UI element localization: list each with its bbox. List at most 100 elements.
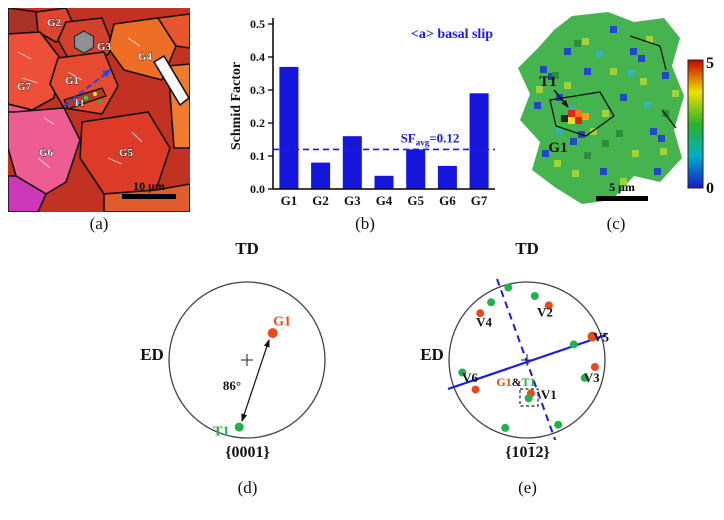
bar-G7	[469, 93, 489, 189]
grain-label-g7: G7	[17, 81, 32, 93]
ed-axis-label: ED	[140, 345, 164, 364]
caption-d: (d)	[237, 478, 258, 497]
grain-regions	[8, 8, 190, 212]
bar-G5	[406, 149, 426, 189]
x-tick-label: G4	[376, 193, 393, 208]
bar-G3	[342, 136, 362, 189]
x-tick-label: G7	[471, 193, 488, 208]
td-axis-label: TD	[515, 240, 539, 258]
pole-point-label: V3	[584, 370, 600, 385]
slip-trace-arrow	[63, 68, 112, 107]
caption-b: (b)	[355, 214, 375, 233]
pole-circle	[168, 281, 326, 439]
pole-point-label: V5	[593, 329, 609, 344]
top-green	[504, 283, 513, 292]
avg-label: SFavg=0.12	[401, 130, 460, 147]
kam-grain-boundaries	[549, 35, 677, 137]
hexagon-marker-icon	[73, 30, 95, 54]
v5-green	[569, 340, 578, 349]
pole-point-label: T1	[213, 425, 229, 440]
schmid-factor-chart: Schmid Factor 0.0 0.1 0.2 0.3 0.4 0.5 G1 G2 G3 G4…	[229, 17, 495, 208]
td-axis-label: TD	[235, 240, 259, 258]
x-tick-label: G6	[439, 193, 456, 208]
scale-bar-c: 5 μm	[596, 180, 648, 201]
kam-blob	[518, 12, 684, 204]
colorbar	[687, 59, 704, 189]
pole-figure-10-12: TD ED G1&T1 V4 V2 V5 V6 V3 V1	[420, 240, 610, 440]
pair-label-g1-t1: G1&T1	[496, 375, 535, 389]
y-tick-label: 0.0	[250, 182, 265, 196]
v1-highlight-box	[519, 388, 539, 407]
x-tick-label: G1	[281, 193, 298, 208]
angle-annotation: 86°	[223, 378, 241, 393]
v4-green	[487, 298, 496, 307]
v6-green	[458, 368, 467, 377]
grain-label-g1: G1	[65, 75, 79, 87]
kam-map-panel-c: T1 G1 5 μm 5 0	[518, 12, 714, 204]
center-cross-icon	[241, 354, 253, 366]
grain-topleft-region	[8, 8, 41, 35]
pole-caption-e: {1012}	[505, 444, 550, 461]
pole-point-label: V2	[537, 304, 553, 319]
bottom-right-green	[554, 420, 563, 429]
ebsd-map-panel-a: G2 G3 G4 G7 G1 T1 G6 G5 10 μm	[8, 8, 190, 212]
kam-pixels	[534, 26, 679, 185]
pole-point-T1	[234, 422, 244, 432]
pole-figure-0001: TD ED 86° G1 T1	[140, 240, 326, 440]
v5-orange	[587, 331, 598, 342]
misorientation-arrow	[241, 339, 270, 422]
pole-point-label: V1	[541, 387, 557, 402]
y-tick-label: 0.5	[250, 17, 265, 31]
kam-label-g1: G1	[548, 140, 567, 156]
v1-green	[524, 394, 533, 403]
ed-axis-label: ED	[420, 345, 444, 364]
bottom-left-green	[501, 423, 510, 432]
grain-label-g6: G6	[39, 147, 54, 159]
scale-bar-c-line	[596, 196, 648, 201]
y-tick-label: 0.1	[250, 149, 265, 163]
t1-pointer-arrow	[553, 89, 569, 108]
v2-orange	[544, 301, 553, 310]
grain-label-g2: G2	[47, 17, 62, 29]
scale-bar-a: 10 μm	[122, 179, 176, 199]
y-tick-label: 0.2	[250, 116, 265, 130]
grain-label-g5: G5	[119, 147, 134, 159]
bar-G6	[437, 165, 457, 189]
y-axis-title: Schmid Factor	[229, 62, 244, 150]
v6-orange	[471, 385, 480, 394]
v2-green	[530, 292, 539, 300]
twin-label-t1: T1	[74, 98, 85, 108]
caption-e: (e)	[518, 478, 537, 497]
pole-caption-d: {0001}	[225, 444, 270, 461]
scale-bar-c-text: 5 μm	[609, 180, 635, 194]
scale-bar-a-line	[122, 194, 176, 199]
v3-green	[580, 373, 589, 382]
y-tick-label: 0.3	[250, 83, 265, 97]
bar-G2	[311, 162, 331, 189]
colorbar-max-label: 5	[706, 55, 714, 72]
grain-g7-region	[8, 31, 61, 111]
pole-point-G1	[267, 328, 278, 339]
pole-circle	[448, 281, 606, 439]
chart-title: <a> basal slip	[411, 27, 493, 42]
y-tick-label: 0.4	[250, 50, 265, 64]
grain-topright-region	[157, 13, 190, 49]
pole-point-label: V4	[476, 315, 492, 330]
twin-plane-trace-dashed	[496, 278, 557, 440]
v3-orange	[590, 363, 599, 371]
x-tick-label: G3	[344, 193, 361, 208]
grain-label-g4: G4	[138, 51, 153, 63]
scale-bar-a-text: 10 μm	[133, 179, 165, 193]
bar-G4	[374, 175, 394, 189]
grain-magenta-region	[8, 175, 47, 212]
x-tick-label: G5	[407, 193, 424, 208]
colorbar-min-label: 0	[706, 180, 714, 197]
caption-c: (c)	[606, 214, 626, 233]
white-streak	[153, 55, 190, 106]
kam-label-t1: T1	[539, 74, 557, 90]
x-tick-label: G2	[312, 193, 329, 208]
grain-label-g3: G3	[97, 41, 112, 53]
pole-point-label: V6	[462, 370, 478, 385]
pole-point-label: G1	[273, 315, 291, 330]
